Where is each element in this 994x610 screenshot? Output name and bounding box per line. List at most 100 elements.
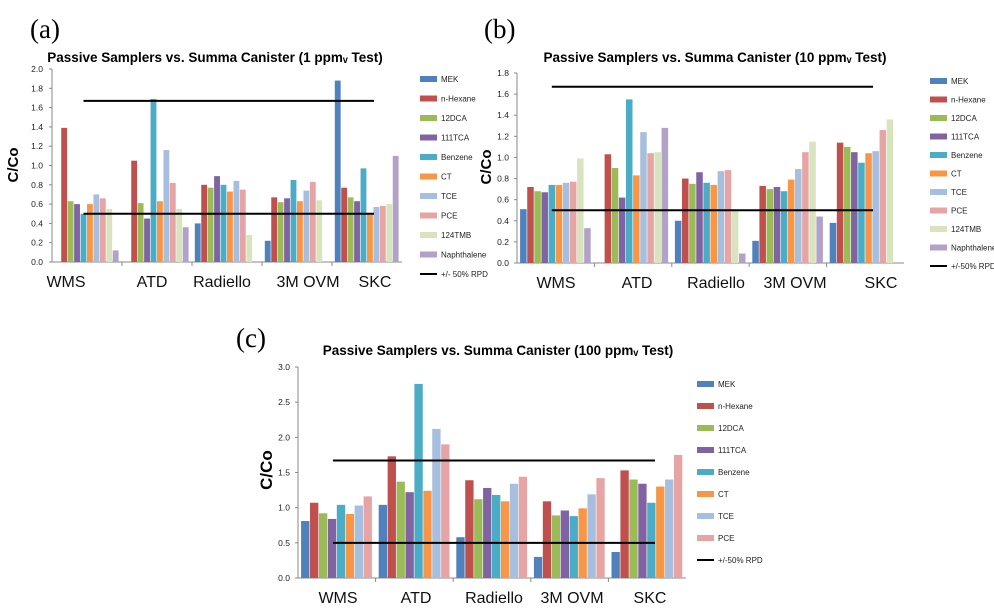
legend-swatch [697,381,714,387]
bar [303,190,310,262]
bar [500,501,510,578]
bar [144,218,150,262]
bar [542,501,552,578]
bar [106,208,113,262]
bar [396,481,405,578]
y-tick-label: 0.4 [497,216,509,226]
x-tick-label: ATD [137,274,168,291]
bar [555,184,563,263]
bar [548,184,556,263]
chart-title: Passive Samplers vs. Summa Canister (100… [323,343,674,358]
legend-swatch [930,244,947,251]
y-tick-label: 0.8 [31,180,43,190]
x-tick-label: 3M OVM [540,590,603,607]
y-tick-label: 2.0 [31,64,43,74]
chart-title: Passive Samplers vs. Summa Canister (1 p… [47,50,383,65]
bar [816,216,823,263]
legend-swatch [930,78,947,84]
bar [316,200,323,262]
y-tick-label: 0.0 [497,258,509,268]
bar [534,191,541,263]
bar [795,169,802,263]
bar [131,160,138,262]
bar [423,490,432,578]
x-tick-label: Radiello [687,275,745,292]
bar [246,234,253,262]
bar [696,172,703,263]
y-tick-label: 1.4 [31,122,43,132]
bar [301,521,310,578]
y-tick-label: 1.6 [31,103,43,113]
bar [474,499,483,578]
bar [182,227,189,262]
bar [787,179,795,263]
bar [207,187,214,262]
bar [843,146,851,263]
bar [731,210,739,263]
legend-label: +/-50% RPD [718,556,763,565]
y-tick-label: 0.6 [497,195,509,205]
bar [647,502,656,578]
bar [633,175,640,263]
legend-swatch [930,207,947,214]
x-tick-label: Radiello [193,274,251,291]
bar [738,253,746,263]
bar [872,151,879,263]
bar [74,204,80,262]
bar [465,480,474,578]
legend-label: MEK [718,380,736,389]
panel-label: (c) [236,323,266,353]
bar [752,240,759,263]
x-tick-label: WMS [46,274,85,291]
bar [363,496,372,578]
legend-swatch [930,133,947,140]
bar [647,153,654,263]
legend-swatch [420,154,437,160]
bar [176,208,183,262]
bar [629,479,638,578]
bar [560,510,569,578]
chart-panel: (a) Passive Samplers vs. Summa Canister (… [5,14,488,291]
bar [405,492,414,578]
y-tick-label: 0.8 [497,174,509,184]
legend: MEK n-Hexane 12DCA 111TCA Benzene CT TCE PCE +/-… [697,380,763,565]
bar [341,187,348,262]
bar [318,513,328,578]
legend-swatch [697,403,714,409]
bar [611,168,619,263]
y-axis-label: C/Co [257,450,276,490]
bar [569,181,577,263]
bar [886,119,894,263]
legend-label: Benzene [951,151,983,160]
bar [239,189,246,262]
bar [354,505,363,578]
bar [809,141,816,263]
bar [367,214,373,262]
legend-label: CT [441,173,452,182]
legend-swatch [420,193,437,199]
bar [527,187,534,263]
y-tick-label: 2.0 [278,432,290,442]
bar [441,444,450,578]
legend-label: TCE [951,188,967,197]
legend-swatch [697,535,714,541]
bar [336,504,346,578]
bar [656,486,665,578]
bar [264,240,271,262]
bar [67,201,74,262]
bar [618,197,626,263]
x-tick-label: ATD [401,590,432,607]
legend-label: PCE [951,207,967,216]
bar [780,191,788,263]
bar [551,515,561,578]
bar [309,181,316,262]
legend-label: Naphthalene [951,244,994,253]
legend-label: +/- 50% RPD [441,270,488,279]
legend: MEK n-Hexane 12DCA 111TCA Benzene CT TCE PCE 124… [420,75,488,279]
x-tick-label: SKC [359,274,392,291]
bar [541,192,548,263]
bar [654,152,661,263]
bar [492,495,501,578]
legend-swatch [420,173,437,180]
bar [611,551,620,578]
